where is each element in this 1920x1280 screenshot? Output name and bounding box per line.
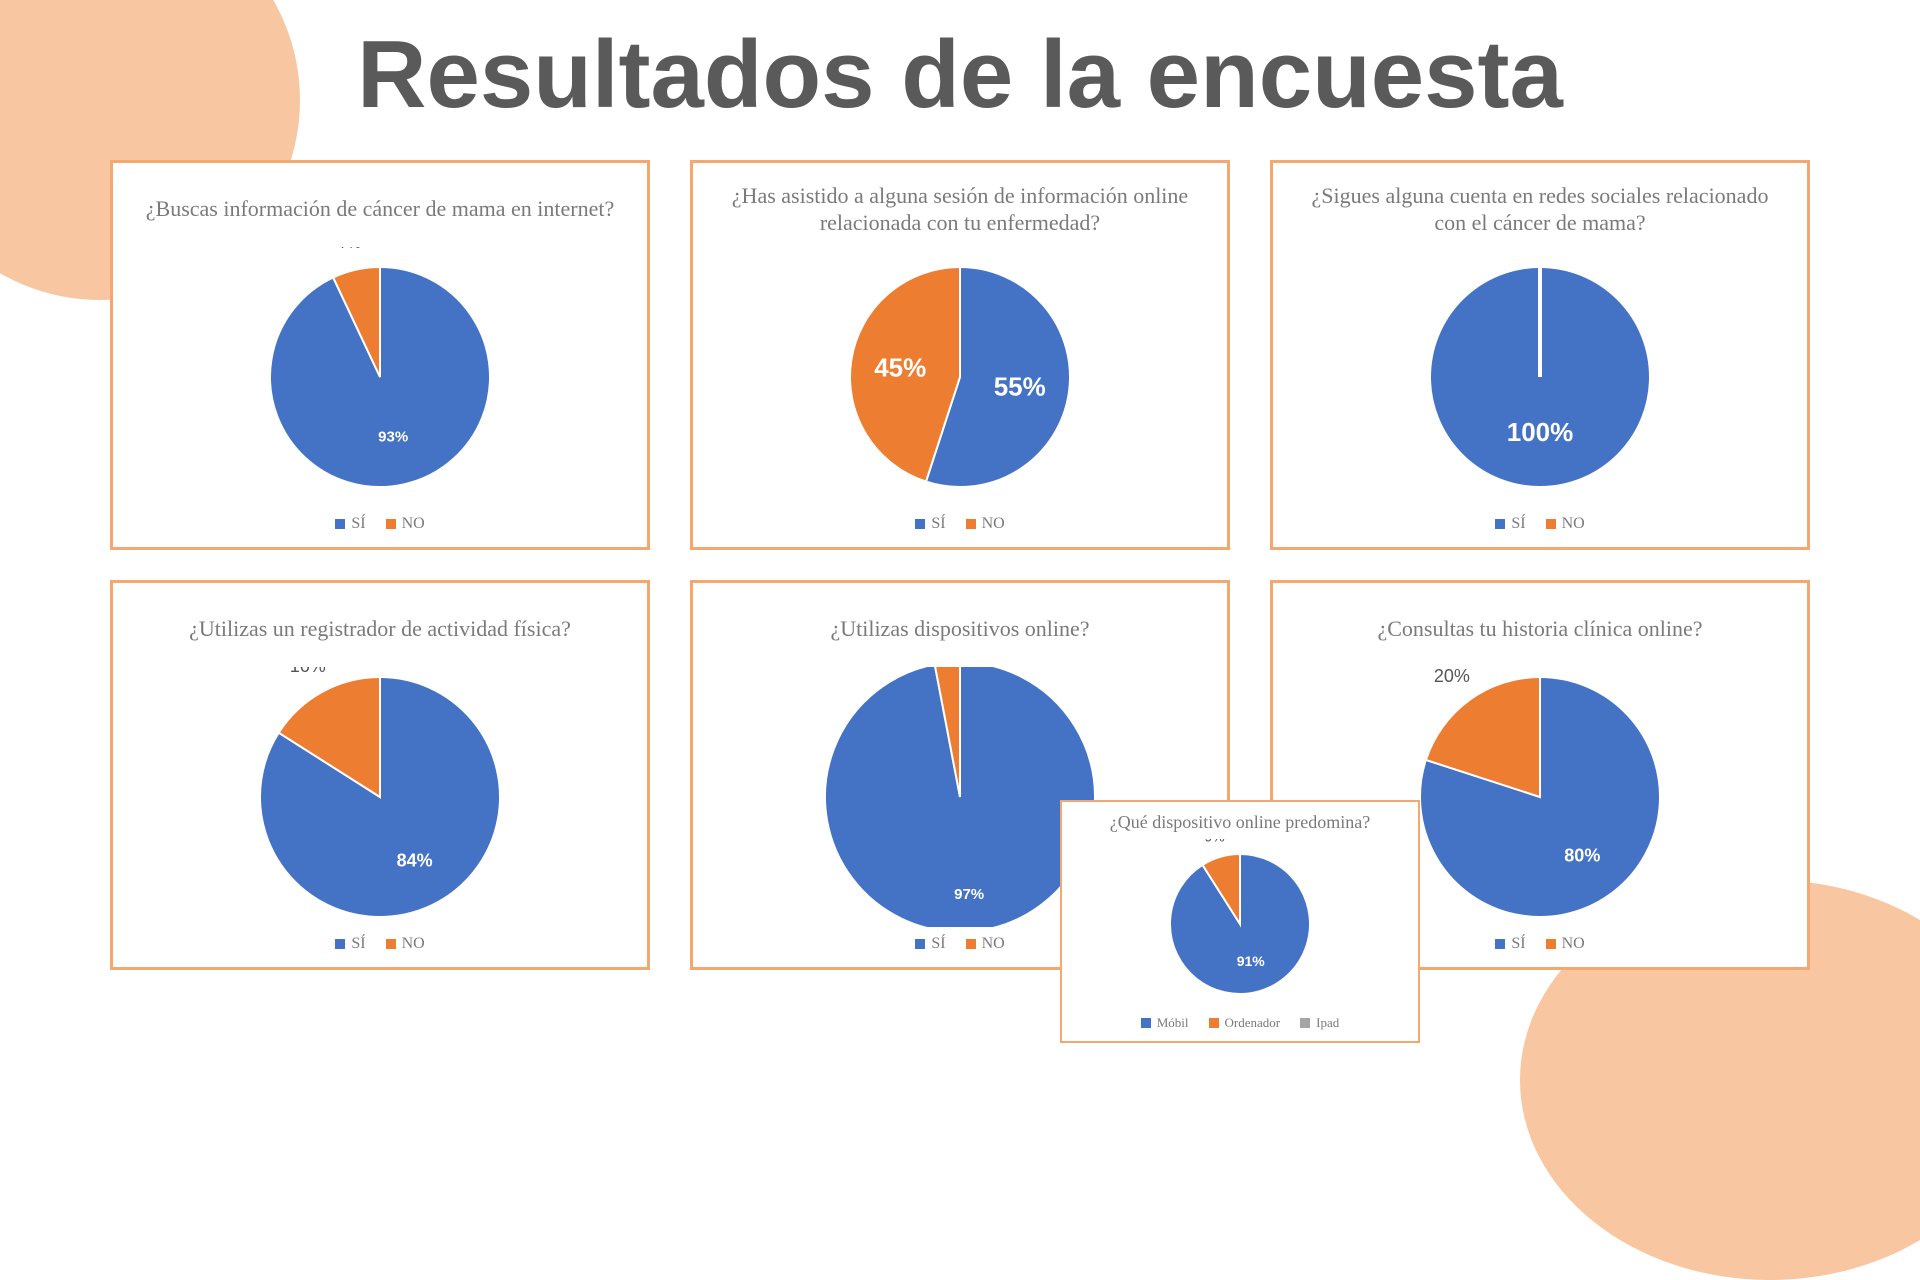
- legend-item: SÍ: [335, 935, 365, 953]
- legend-item: SÍ: [915, 935, 945, 953]
- legend-item: NO: [1546, 515, 1585, 533]
- legend-swatch: [386, 519, 396, 529]
- legend-label: SÍ: [351, 515, 365, 533]
- legend-item: Ordenador: [1209, 1015, 1281, 1031]
- legend-label: Ordenador: [1225, 1015, 1281, 1031]
- chart-title: ¿Sigues alguna cuenta en redes sociales …: [1283, 181, 1797, 237]
- chart-title: ¿Utilizas dispositivos online?: [810, 601, 1109, 657]
- legend-item: Móbil: [1141, 1015, 1189, 1031]
- legend-swatch: [1495, 519, 1505, 529]
- chart-legend: SÍ NO: [915, 935, 1004, 953]
- charts-grid: ¿Buscas información de cáncer de mama en…: [0, 160, 1920, 970]
- legend-label: NO: [1562, 515, 1585, 533]
- slice-label: 20%: [1434, 667, 1470, 686]
- slice-label: 45%: [874, 353, 926, 383]
- pie-chart: 93% 7%: [220, 247, 540, 507]
- slice-label: 9%: [1204, 839, 1224, 845]
- legend-item: SÍ: [1495, 515, 1525, 533]
- slice-label: 84%: [397, 850, 433, 870]
- legend-swatch: [1209, 1018, 1219, 1028]
- legend-label: Ipad: [1316, 1015, 1339, 1031]
- pie-chart: 55% 45%: [800, 247, 1120, 507]
- legend-swatch: [1546, 939, 1556, 949]
- legend-swatch: [915, 939, 925, 949]
- legend-label: NO: [982, 935, 1005, 953]
- legend-swatch: [1300, 1018, 1310, 1028]
- chart-title: ¿Consultas tu historia clínica online?: [1357, 601, 1722, 657]
- legend-item: SÍ: [915, 515, 945, 533]
- inset-chart-panel: ¿Qué dispositivo online predomina? 91% 9% M…: [1060, 800, 1420, 1043]
- legend-swatch: [1546, 519, 1556, 529]
- chart-title: ¿Has asistido a alguna sesión de informa…: [703, 181, 1217, 237]
- chart-legend: SÍ NO: [335, 515, 424, 533]
- legend-swatch: [915, 519, 925, 529]
- legend-label: SÍ: [931, 515, 945, 533]
- pie-wrap: 84% 16%: [220, 665, 540, 929]
- pie-wrap: 93% 7%: [220, 245, 540, 509]
- legend-swatch: [1141, 1018, 1151, 1028]
- legend-label: Móbil: [1157, 1015, 1189, 1031]
- legend-item: NO: [386, 935, 425, 953]
- chart-panel: ¿Buscas información de cáncer de mama en…: [110, 160, 650, 550]
- legend-swatch: [966, 939, 976, 949]
- legend-label: SÍ: [1511, 515, 1525, 533]
- legend-label: SÍ: [351, 935, 365, 953]
- slice-label: 91%: [1237, 953, 1266, 969]
- pie-chart: 100%: [1380, 247, 1700, 507]
- legend-item: SÍ: [335, 515, 365, 533]
- legend-item: NO: [966, 515, 1005, 533]
- pie-chart: 91% 9%: [1130, 839, 1350, 1009]
- slice-label: 55%: [994, 372, 1046, 402]
- pie-chart: 80% 20%: [1380, 667, 1700, 927]
- page-title: Resultados de la encuesta: [0, 0, 1920, 130]
- legend-item: NO: [386, 515, 425, 533]
- chart-legend: SÍ NO: [915, 515, 1004, 533]
- chart-panel: ¿Has asistido a alguna sesión de informa…: [690, 160, 1230, 550]
- legend-swatch: [966, 519, 976, 529]
- legend-label: SÍ: [931, 935, 945, 953]
- pie-chart: 84% 16%: [220, 667, 540, 927]
- chart-legend: SÍ NO: [1495, 515, 1584, 533]
- legend-item: SÍ: [1495, 935, 1525, 953]
- slice-label: 16%: [290, 667, 326, 676]
- legend-label: SÍ: [1511, 935, 1525, 953]
- slice-label: 93%: [378, 428, 408, 445]
- chart-title: ¿Utilizas un registrador de actividad fí…: [169, 601, 591, 657]
- legend-item: NO: [1546, 935, 1585, 953]
- chart-legend: SÍ NO: [335, 935, 424, 953]
- chart-legend: Móbil Ordenador Ipad: [1141, 1015, 1340, 1031]
- chart-panel: ¿Sigues alguna cuenta en redes sociales …: [1270, 160, 1810, 550]
- legend-swatch: [335, 939, 345, 949]
- slice-label: 7%: [339, 247, 361, 252]
- legend-label: NO: [1562, 935, 1585, 953]
- legend-item: NO: [966, 935, 1005, 953]
- inset-title: ¿Qué dispositivo online predomina?: [1110, 812, 1370, 833]
- legend-swatch: [335, 519, 345, 529]
- pie-wrap: 100%: [1380, 245, 1700, 509]
- legend-item: Ipad: [1300, 1015, 1339, 1031]
- chart-panel: ¿Utilizas un registrador de actividad fí…: [110, 580, 650, 970]
- legend-swatch: [386, 939, 396, 949]
- pie-wrap: 55% 45%: [800, 245, 1120, 509]
- chart-title: ¿Buscas información de cáncer de mama en…: [126, 181, 635, 237]
- chart-legend: SÍ NO: [1495, 935, 1584, 953]
- pie-wrap: 80% 20%: [1380, 665, 1700, 929]
- legend-label: NO: [402, 935, 425, 953]
- legend-label: NO: [982, 515, 1005, 533]
- slice-label: 100%: [1507, 417, 1574, 447]
- legend-swatch: [1495, 939, 1505, 949]
- slice-label: 80%: [1564, 846, 1600, 866]
- slice-label: 97%: [954, 886, 984, 903]
- legend-label: NO: [402, 515, 425, 533]
